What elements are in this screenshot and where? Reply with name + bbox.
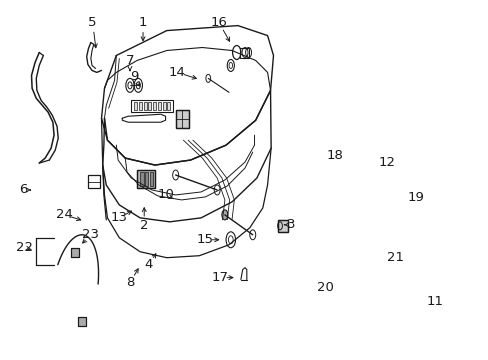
Circle shape: [222, 210, 227, 220]
Bar: [137, 170, 155, 188]
Bar: [131, 100, 172, 112]
Text: 8: 8: [125, 276, 134, 289]
Text: 12: 12: [378, 156, 395, 168]
Text: 11: 11: [426, 295, 443, 308]
Text: 15: 15: [196, 233, 213, 246]
Text: 22: 22: [16, 241, 33, 254]
Text: 24: 24: [56, 208, 73, 221]
Text: 1: 1: [139, 16, 147, 29]
Bar: [175, 110, 188, 128]
Text: 19: 19: [407, 192, 424, 204]
Bar: [78, 318, 86, 327]
Bar: [71, 248, 79, 257]
Bar: [78, 318, 86, 327]
Text: 2: 2: [140, 219, 148, 232]
Bar: [88, 175, 100, 188]
Bar: [402, 177, 405, 183]
Bar: [278, 220, 287, 232]
Bar: [384, 205, 409, 257]
Text: 21: 21: [386, 251, 403, 264]
Text: 14: 14: [169, 66, 185, 79]
Bar: [329, 175, 342, 187]
Bar: [153, 102, 156, 110]
Text: 4: 4: [144, 258, 153, 271]
Bar: [139, 102, 142, 110]
Bar: [387, 259, 394, 266]
Bar: [397, 177, 400, 183]
Bar: [149, 172, 153, 186]
Bar: [240, 48, 248, 58]
Bar: [383, 177, 386, 183]
Bar: [175, 110, 188, 128]
Text: 3: 3: [286, 218, 295, 231]
Bar: [134, 102, 137, 110]
Text: 7: 7: [125, 54, 134, 67]
Bar: [392, 177, 395, 183]
Bar: [143, 102, 146, 110]
Bar: [140, 172, 143, 186]
Text: 10: 10: [157, 188, 174, 202]
Bar: [377, 175, 409, 185]
Bar: [144, 172, 148, 186]
Text: 9: 9: [130, 70, 138, 83]
Text: 6: 6: [19, 184, 27, 197]
Bar: [158, 102, 161, 110]
Text: 16: 16: [210, 16, 227, 29]
Text: 18: 18: [326, 149, 343, 162]
Bar: [278, 220, 287, 232]
Text: 23: 23: [82, 228, 99, 241]
Bar: [163, 102, 165, 110]
Text: 17: 17: [211, 271, 228, 284]
Text: 5: 5: [88, 16, 97, 29]
Bar: [388, 177, 391, 183]
Bar: [377, 175, 409, 185]
Bar: [148, 102, 151, 110]
Bar: [329, 175, 342, 187]
Bar: [167, 102, 170, 110]
Bar: [71, 248, 79, 257]
Bar: [378, 177, 381, 183]
Text: 20: 20: [317, 281, 333, 294]
Bar: [137, 170, 155, 188]
Bar: [407, 177, 409, 183]
Text: 13: 13: [111, 211, 127, 224]
